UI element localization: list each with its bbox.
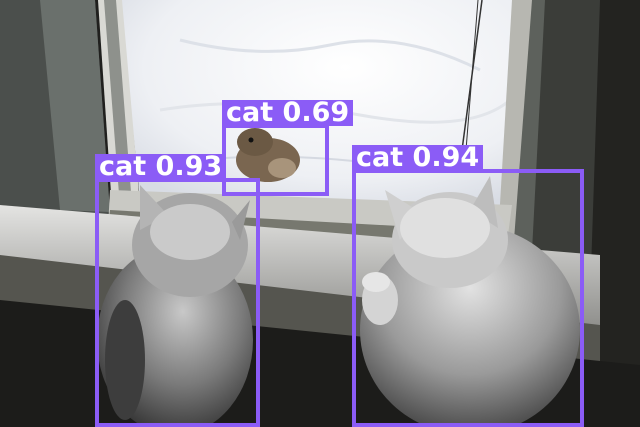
detection-label: cat 0.94 — [352, 144, 484, 171]
detection-box — [352, 169, 584, 427]
detection-label: cat 0.69 — [222, 99, 354, 126]
detection-label: cat 0.93 — [95, 153, 227, 180]
detection-box — [95, 178, 260, 427]
